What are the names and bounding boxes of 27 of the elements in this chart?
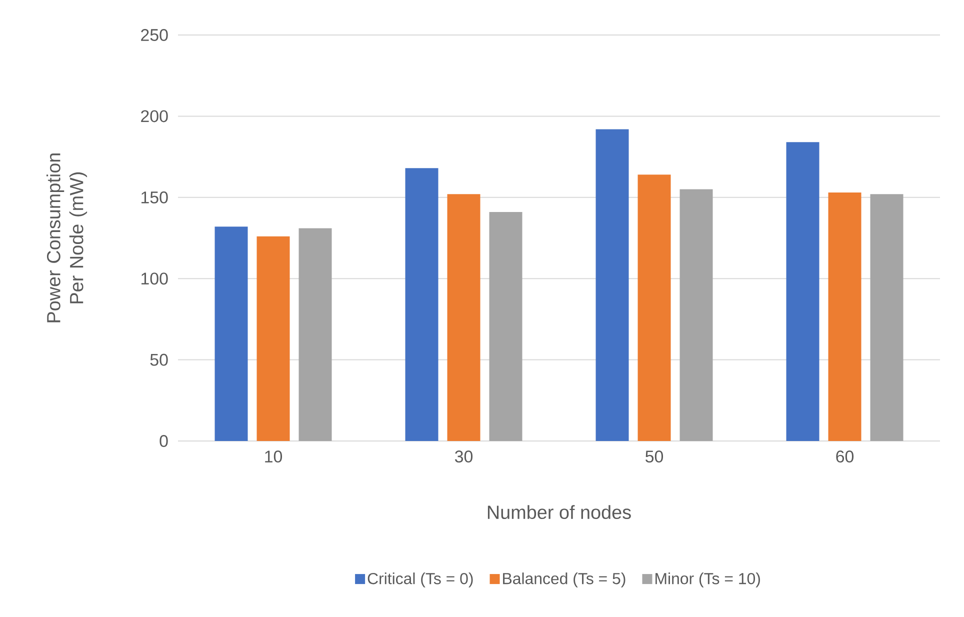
bar [786, 142, 820, 442]
y-tick-label: 250 [141, 29, 168, 41]
bar [680, 189, 713, 442]
bar [256, 236, 290, 442]
legend-label: Critical (Ts = 0) [368, 572, 473, 588]
bar [298, 228, 332, 442]
x-tick-label: 60 [836, 450, 854, 463]
bar [214, 226, 248, 442]
y-tick-label: 200 [141, 110, 168, 122]
x-tick-label: 50 [646, 450, 664, 463]
bar [489, 212, 522, 442]
legend-label: Minor (Ts = 10) [656, 572, 760, 588]
y-tick-label: 150 [142, 191, 168, 204]
y-tick-label: 0 [160, 435, 168, 448]
y-tick-label: 100 [142, 272, 168, 285]
bar [638, 174, 671, 442]
bar [405, 168, 438, 442]
bar [447, 194, 480, 442]
bar [870, 194, 904, 442]
legend-label: Balanced (Ts = 5) [503, 572, 626, 588]
y-axis-title: Power Consumption Per Node (mW) [46, 154, 88, 322]
x-tick-label: 30 [454, 450, 473, 463]
y-tick-label: 50 [150, 354, 168, 366]
bar [828, 192, 862, 442]
x-tick-label: 10 [265, 450, 282, 463]
x-axis-title: Number of nodes [488, 505, 631, 520]
bar [596, 129, 629, 442]
